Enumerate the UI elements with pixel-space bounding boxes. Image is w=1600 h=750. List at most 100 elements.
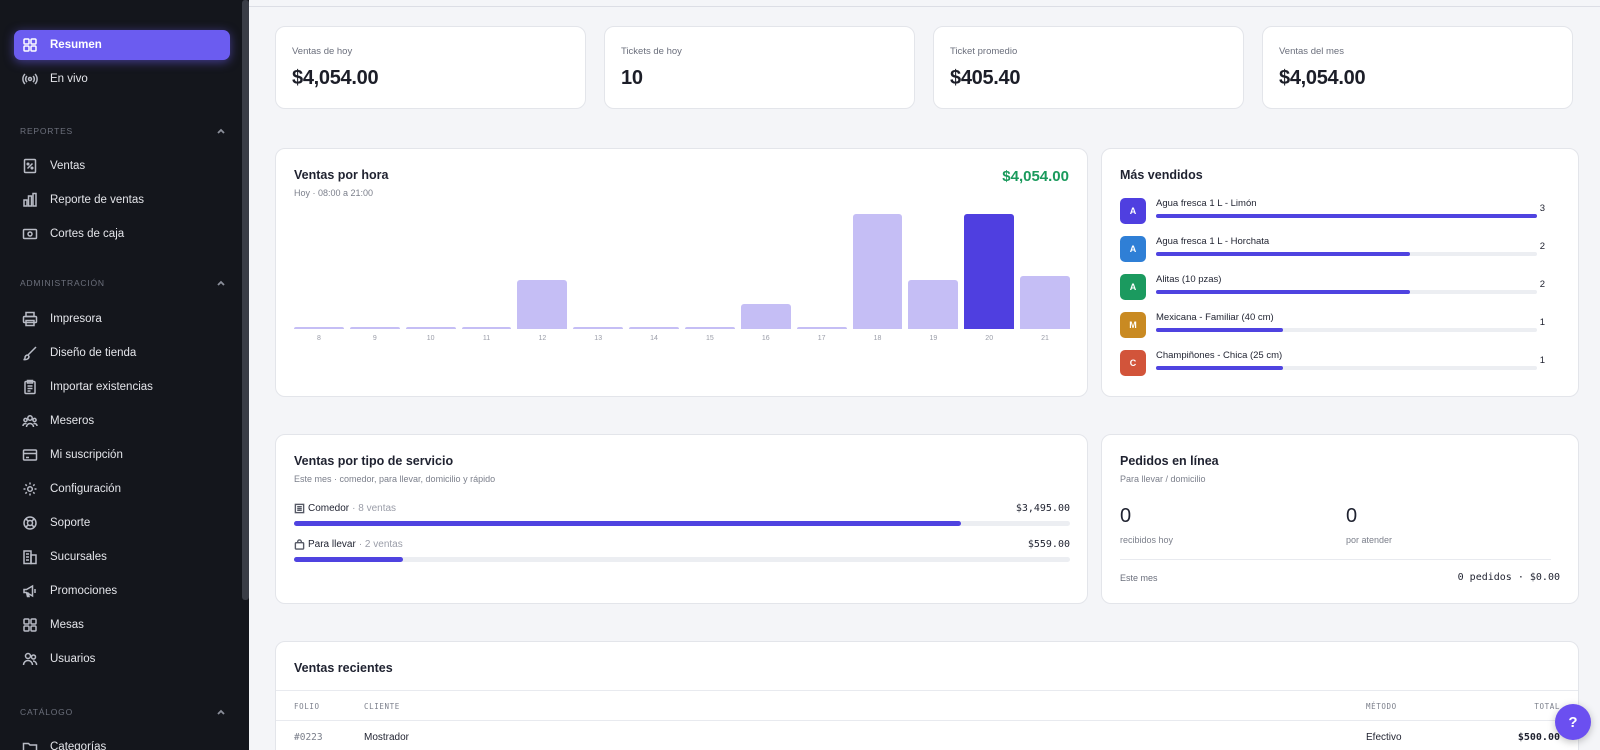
- users-icon: [22, 651, 38, 667]
- product-avatar: A: [1120, 198, 1146, 224]
- sidebar-item-label: Resumen: [50, 39, 102, 51]
- sidebar-item-diseno-tienda[interactable]: Diseño de tienda: [14, 338, 230, 368]
- card-title: Pedidos en línea: [1120, 454, 1219, 468]
- product-progress: [1156, 366, 1537, 370]
- sidebar-item-mi-suscripcion[interactable]: Mi suscripción: [14, 440, 230, 470]
- percent-icon: [22, 158, 38, 174]
- grid-icon: [22, 617, 38, 633]
- sidebar-item-mesas[interactable]: Mesas: [14, 610, 230, 640]
- bar-20[interactable]: [964, 214, 1015, 329]
- top-product-row[interactable]: A Agua fresca 1 L - Limón 3: [1120, 198, 1545, 226]
- product-count: 2: [1539, 279, 1545, 290]
- sidebar-item-promociones[interactable]: Promociones: [14, 576, 230, 606]
- product-count: 1: [1539, 317, 1545, 328]
- people-icon: [22, 413, 38, 429]
- product-avatar: A: [1120, 236, 1146, 262]
- folder-icon: [22, 739, 38, 750]
- bar-10[interactable]: [405, 327, 456, 329]
- sidebar-item-soporte[interactable]: Soporte: [14, 508, 230, 538]
- sidebar-item-reporte-ventas[interactable]: Reporte de ventas: [14, 185, 230, 215]
- month-label: Este mes: [1120, 573, 1158, 583]
- stat-label: Tickets de hoy: [621, 46, 682, 57]
- x-tick-label: 14: [650, 335, 658, 342]
- product-count: 2: [1539, 241, 1545, 252]
- bar-17[interactable]: [796, 327, 847, 329]
- service-progress: [294, 521, 1070, 526]
- top-product-row[interactable]: C Champiñones - Chica (25 cm) 1: [1120, 350, 1545, 378]
- sidebar-item-importar-existencias[interactable]: Importar existencias: [14, 372, 230, 402]
- top-product-row[interactable]: A Alitas (10 pzas) 2: [1120, 274, 1545, 302]
- bar-8[interactable]: [294, 327, 344, 329]
- bar-16[interactable]: [740, 303, 791, 329]
- column-header-metodo[interactable]: MÉTODO: [1366, 702, 1397, 711]
- gear-icon: [22, 481, 38, 497]
- cash-icon: [22, 226, 38, 242]
- sidebar-item-ventas[interactable]: Ventas: [14, 151, 230, 181]
- x-tick-label: 21: [1041, 335, 1049, 342]
- printer-icon: [22, 311, 38, 327]
- sidebar-item-resumen[interactable]: Resumen: [14, 30, 230, 60]
- brush-icon: [22, 345, 38, 361]
- column-header-folio[interactable]: FOLIO: [294, 702, 320, 711]
- card-title: Ventas por tipo de servicio: [294, 454, 454, 468]
- building-icon: [294, 503, 305, 514]
- stat-card-ticket-promedio: Ticket promedio $405.40: [933, 26, 1244, 109]
- chevron-up-icon: [217, 709, 225, 715]
- sidebar-item-sucursales[interactable]: Sucursales: [14, 542, 230, 572]
- stat-label: Ticket promedio: [950, 46, 1018, 57]
- section-administracion[interactable]: ADMINISTRACIÓN: [20, 278, 226, 288]
- stat-label: Ventas de hoy: [292, 46, 353, 57]
- recent-sales-card: Ventas recientes FOLIO CLIENTE MÉTODO TO…: [275, 641, 1579, 750]
- stat-label: Ventas del mes: [1279, 46, 1344, 57]
- bar-19[interactable]: [908, 279, 959, 329]
- column-header-cliente[interactable]: CLIENTE: [364, 702, 400, 711]
- sidebar-item-categorias[interactable]: Categorías: [14, 732, 230, 750]
- product-count: 1: [1539, 355, 1545, 366]
- top-product-row[interactable]: M Mexicana - Familiar (40 cm) 1: [1120, 312, 1545, 340]
- card-subtitle: Para llevar / domicilio: [1120, 474, 1206, 484]
- clipboard-icon: [22, 379, 38, 395]
- sidebar-item-cortes-caja[interactable]: Cortes de caja: [14, 219, 230, 249]
- row-total: $500.00: [1517, 732, 1560, 743]
- divider: [1120, 559, 1551, 560]
- top-products-card: Más vendidos A Agua fresca 1 L - Limón 3 A A…: [1101, 148, 1579, 397]
- product-name: Alitas (10 pzas): [1156, 274, 1222, 285]
- sidebar: Resumen En vivo REPORTES Ventas Reporte …: [0, 0, 249, 750]
- bar-9[interactable]: [349, 327, 400, 329]
- chevron-up-icon: [217, 128, 225, 134]
- product-count: 3: [1539, 203, 1545, 214]
- bar-15[interactable]: [685, 327, 735, 329]
- top-product-row[interactable]: A Agua fresca 1 L - Horchata 2: [1120, 236, 1545, 264]
- broadcast-icon: [22, 71, 38, 87]
- section-catalogo[interactable]: CATÁLOGO: [20, 707, 226, 717]
- product-name: Agua fresca 1 L - Limón: [1156, 198, 1257, 209]
- product-name: Champiñones - Chica (25 cm): [1156, 350, 1283, 361]
- row-metodo: Efectivo: [1366, 732, 1402, 743]
- product-progress: [1156, 328, 1537, 332]
- section-reportes[interactable]: REPORTES: [20, 126, 226, 136]
- help-button[interactable]: ?: [1555, 704, 1591, 740]
- sidebar-item-configuracion[interactable]: Configuración: [14, 474, 230, 504]
- bar-18[interactable]: [852, 214, 903, 329]
- bar-13[interactable]: [573, 327, 624, 329]
- sidebar-scrollbar[interactable]: [242, 0, 249, 600]
- online-orders-card: Pedidos en línea Para llevar / domicilio…: [1101, 434, 1579, 604]
- service-amount: $3,495.00: [1015, 503, 1070, 514]
- bar-14[interactable]: [629, 327, 679, 329]
- sidebar-item-impresora[interactable]: Impresora: [14, 304, 230, 334]
- sidebar-item-meseros[interactable]: Meseros: [14, 406, 230, 436]
- sidebar-item-usuarios[interactable]: Usuarios: [14, 644, 230, 674]
- column-header-total[interactable]: TOTAL: [1534, 702, 1560, 711]
- sidebar-item-en-vivo[interactable]: En vivo: [14, 64, 230, 94]
- bar-11[interactable]: [461, 327, 512, 329]
- bar-12[interactable]: [517, 279, 568, 329]
- product-progress: [1156, 290, 1537, 294]
- megaphone-icon: [22, 583, 38, 599]
- product-name: Mexicana - Familiar (40 cm): [1156, 312, 1274, 323]
- x-tick-label: 9: [372, 335, 377, 342]
- service-amount: $559.00: [1027, 539, 1070, 550]
- bar-21[interactable]: [1020, 276, 1070, 329]
- hourly-total: $4,054.00: [1002, 168, 1069, 185]
- hourly-sales-card: Ventas por hora Hoy · 08:00 a 21:00 $4,0…: [275, 148, 1088, 397]
- chevron-up-icon: [217, 280, 225, 286]
